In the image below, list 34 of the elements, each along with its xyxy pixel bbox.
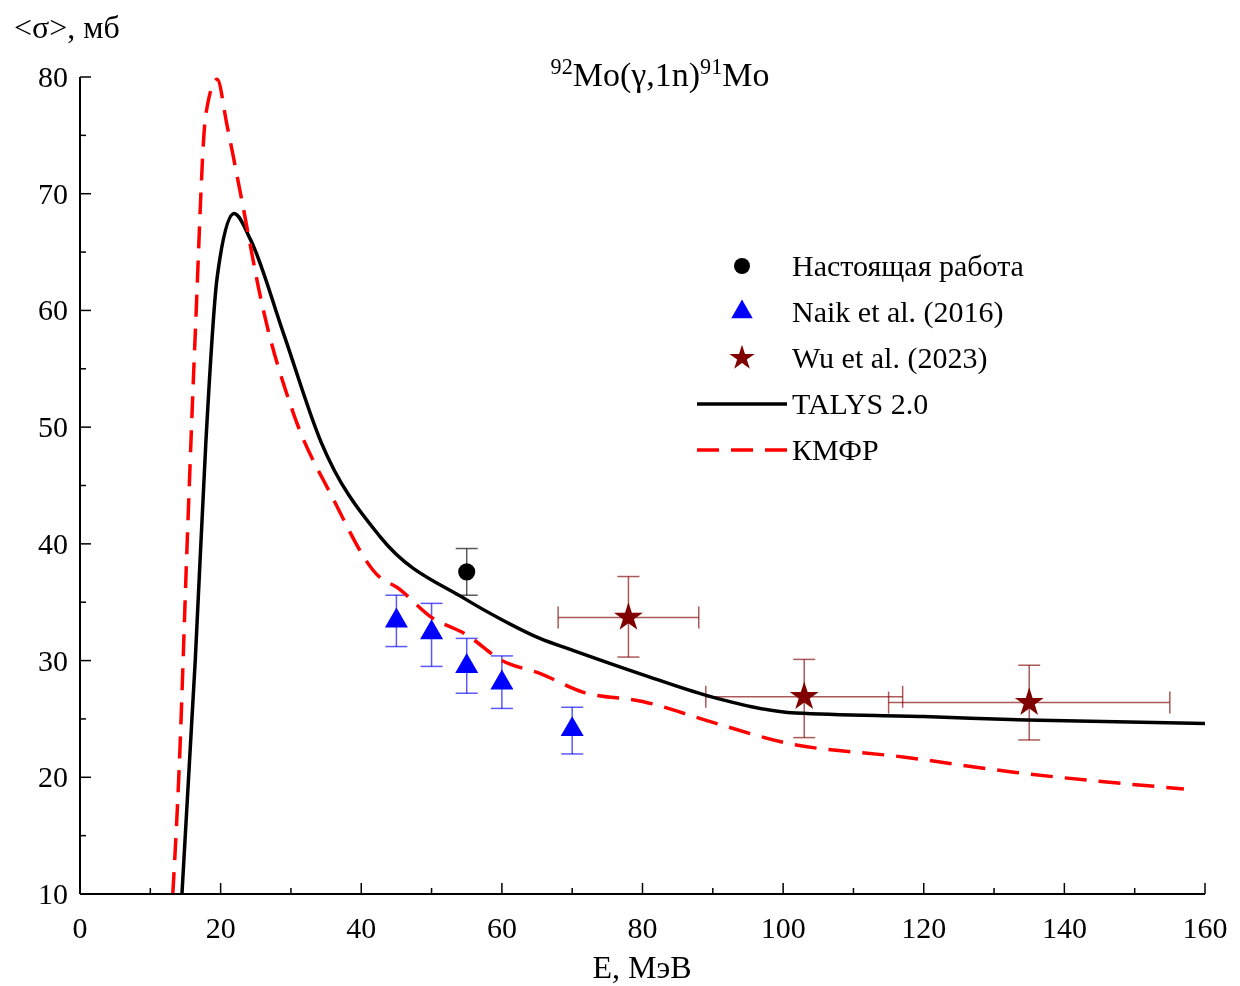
legend-label: TALYS 2.0 bbox=[792, 387, 929, 420]
legend-label: Настоящая работа bbox=[792, 249, 1024, 282]
point bbox=[560, 716, 584, 737]
x-tick-label: 160 bbox=[1182, 911, 1228, 944]
point bbox=[1014, 687, 1044, 715]
point bbox=[458, 563, 476, 581]
legend-label: КМФР bbox=[792, 433, 879, 466]
chart-title: $^{92}$Mo(γ,1n)$^{91}$Mo bbox=[550, 53, 770, 94]
x-tick-label: 80 bbox=[627, 911, 658, 944]
point bbox=[420, 619, 444, 640]
point bbox=[789, 681, 819, 710]
y-tick-label: 10 bbox=[38, 877, 68, 910]
x-tick-label: 120 bbox=[901, 911, 947, 944]
point bbox=[384, 607, 408, 628]
point bbox=[490, 669, 514, 690]
y-tick-label: 60 bbox=[38, 293, 68, 327]
y-axis-title: <σ>, мб bbox=[14, 9, 120, 45]
legend-label: Naik et al. (2016) bbox=[792, 295, 1004, 329]
y-tick-label: 80 bbox=[38, 60, 68, 93]
y-tick-label: 50 bbox=[38, 410, 68, 444]
point bbox=[613, 602, 643, 630]
y-tick-label: 40 bbox=[38, 526, 68, 560]
x-tick-label: 60 bbox=[486, 911, 517, 944]
y-tick-label: 70 bbox=[38, 176, 68, 210]
legend-label: Wu et al. (2023) bbox=[792, 341, 988, 375]
point bbox=[455, 653, 479, 674]
x-tick-label: 20 bbox=[205, 911, 236, 944]
y-tick-label: 20 bbox=[38, 760, 68, 794]
y-tick-label: 30 bbox=[38, 643, 68, 677]
x-tick-label: 0 bbox=[72, 911, 88, 944]
x-tick-label: 40 bbox=[346, 911, 377, 944]
x-axis-title: E, МэВ bbox=[592, 949, 692, 985]
x-tick-label: 140 bbox=[1041, 911, 1087, 944]
x-tick-label: 100 bbox=[760, 911, 806, 944]
